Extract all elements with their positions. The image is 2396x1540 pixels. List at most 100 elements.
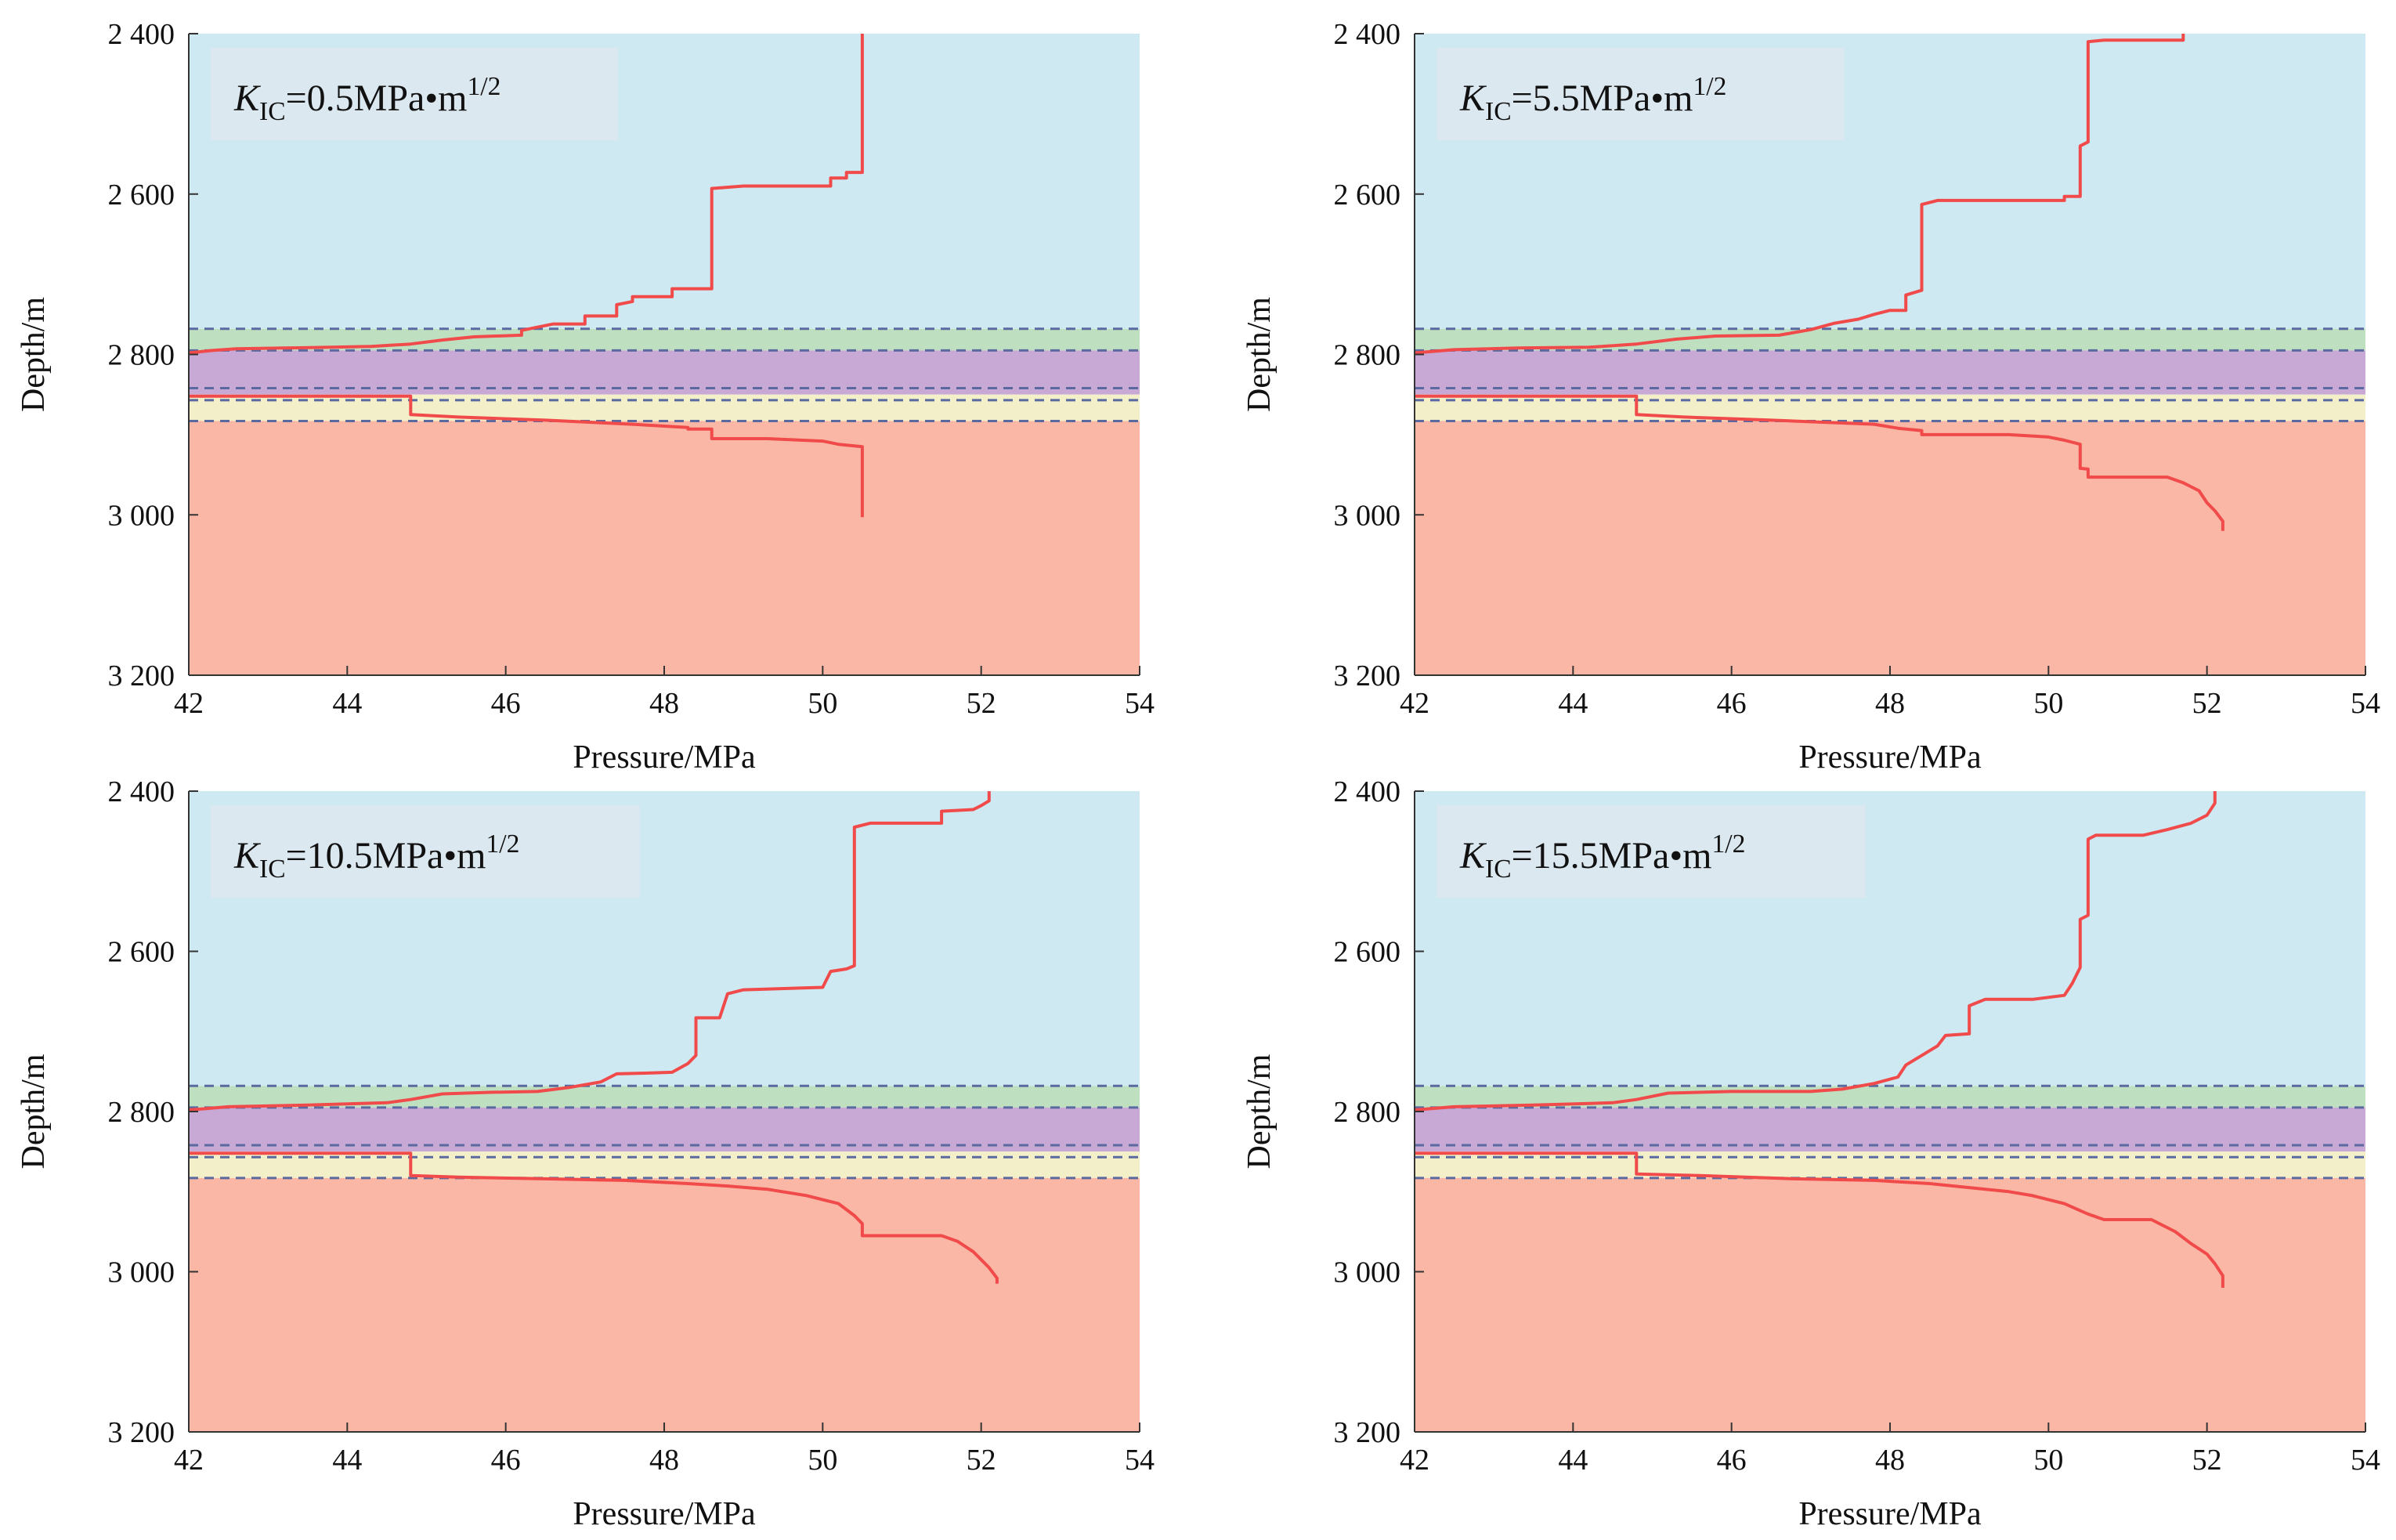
x-tick-label: 52 [967,1444,996,1477]
label-superscript: 1/2 [486,830,519,859]
x-tick-label: 48 [649,687,679,720]
label-value: =15.5MPa•m [1512,835,1712,877]
chart-panel-4: KIC=15.5MPa•m1/2 42 44 46 48 50 52 54 2 400 2 600… [1241,775,2380,1532]
x-tick-label: 50 [808,687,837,720]
series-lower-fracture-front [1415,394,2224,531]
y-tick-label: 3 000 [1334,499,1401,532]
y-tick-label: 2 400 [108,775,175,808]
label-subscript: IC [259,855,286,884]
layer-interlayer-yellow [189,394,1140,421]
x-tick-label: 54 [2351,1444,2380,1477]
y-axis-title: Depth/m [16,1054,52,1169]
x-tick-label: 46 [1717,1444,1747,1477]
y-tick-label: 3 200 [108,660,175,692]
label-box [211,805,640,898]
label-superscript: 1/2 [467,72,501,101]
label-superscript: 1/2 [1711,830,1745,859]
y-tick-label: 2 800 [1334,339,1401,372]
x-tick-label: 42 [1400,687,1429,720]
x-axis-title: Pressure/MPa [1798,1496,1982,1532]
label-box [211,48,618,140]
x-tick-label: 50 [2033,687,2063,720]
y-tick-label: 2 800 [108,1096,175,1129]
layer-lower-barrier [189,1177,1140,1432]
chart-panel-1: KIC=0.5MPa•m1/2 42 44 46 48 50 52 54 2 400 2 600 2… [16,18,1155,775]
x-axis-title: Pressure/MPa [573,739,756,775]
x-tick-label: 48 [1875,687,1905,720]
layer-interlayer-yellow [189,1151,1140,1178]
series-upper-fracture-front [188,34,864,355]
x-tick-label: 52 [2192,1444,2222,1477]
x-axis-title: Pressure/MPa [573,1496,756,1532]
x-tick-label: 54 [1125,687,1155,720]
x-tick-label: 46 [491,687,521,720]
y-tick-label: 3 200 [1334,1416,1401,1449]
x-tick-label: 50 [808,1444,837,1477]
label-value: =10.5MPa•m [286,835,486,877]
y-tick-label: 2 400 [1334,775,1401,808]
layer-interlayer-yellow [1415,1151,2365,1178]
x-tick-label: 48 [649,1444,679,1477]
chart-panel-2: KIC=5.5MPa•m1/2 42 44 46 48 50 52 54 2 400 2 600 2… [1241,18,2380,775]
x-tick-label: 42 [1400,1444,1429,1477]
y-axis-title: Depth/m [1241,1054,1278,1169]
x-tick-label: 48 [1875,1444,1905,1477]
layer-lower-barrier [1415,421,2365,675]
label-symbol: K [1459,835,1487,877]
series-lower-fracture-front [1415,1151,2224,1288]
y-tick-label: 2 600 [1334,179,1401,211]
label-box [1437,805,1866,898]
y-tick-label: 2 600 [108,179,175,211]
chart-panel-3: KIC=10.5MPa•m1/2 42 44 46 48 50 52 54 2 400 2 600… [16,775,1155,1532]
layer-lower-barrier [189,421,1140,675]
y-tick-label: 3 200 [108,1416,175,1449]
layer-lower-barrier [1415,1177,2365,1432]
panel-label: KIC=10.5MPa•m1/2 [233,830,519,884]
y-tick-label: 2 800 [108,339,175,372]
label-symbol: K [233,835,262,877]
label-subscript: IC [1485,97,1512,126]
y-tick-label: 3 000 [108,499,175,532]
x-tick-label: 52 [967,687,996,720]
y-axis-title: Depth/m [16,297,52,412]
series-lower-fracture-front [189,394,864,518]
y-axis-title: Depth/m [1241,297,1278,412]
x-tick-label: 54 [2351,687,2380,720]
panel-label: KIC=0.5MPa•m1/2 [233,72,501,126]
series-upper-fracture-front [1414,34,2185,355]
panel-label: KIC=5.5MPa•m1/2 [1459,72,1726,126]
y-tick-label: 3 200 [1334,660,1401,692]
series-upper-fracture-front [1414,791,2217,1112]
series-upper-fracture-front [188,791,991,1112]
y-tick-label: 3 000 [108,1256,175,1289]
x-tick-label: 54 [1125,1444,1155,1477]
x-tick-label: 52 [2192,687,2222,720]
x-tick-label: 50 [2033,1444,2063,1477]
label-value: =0.5MPa•m [286,78,468,119]
y-tick-label: 2 800 [1334,1096,1401,1129]
panel-label: KIC=15.5MPa•m1/2 [1459,830,1745,884]
x-tick-label: 46 [1717,687,1747,720]
x-tick-label: 42 [174,687,204,720]
label-subscript: IC [259,97,286,126]
label-box [1437,48,1844,140]
x-tick-label: 44 [1558,687,1588,720]
y-tick-label: 2 600 [108,936,175,969]
x-tick-label: 42 [174,1444,204,1477]
x-tick-label: 44 [1558,1444,1588,1477]
y-tick-label: 2 600 [1334,936,1401,969]
label-symbol: K [1459,78,1487,119]
y-tick-label: 3 000 [1334,1256,1401,1289]
y-tick-label: 2 400 [1334,18,1401,51]
label-value: =5.5MPa•m [1512,78,1693,119]
x-tick-label: 44 [332,1444,362,1477]
y-tick-label: 2 400 [108,18,175,51]
x-tick-label: 46 [491,1444,521,1477]
series-lower-fracture-front [189,1151,999,1284]
x-axis-title: Pressure/MPa [1798,739,1982,775]
layer-interlayer-yellow [1415,394,2365,421]
x-tick-label: 44 [332,687,362,720]
label-symbol: K [233,78,262,119]
label-subscript: IC [1485,855,1512,884]
